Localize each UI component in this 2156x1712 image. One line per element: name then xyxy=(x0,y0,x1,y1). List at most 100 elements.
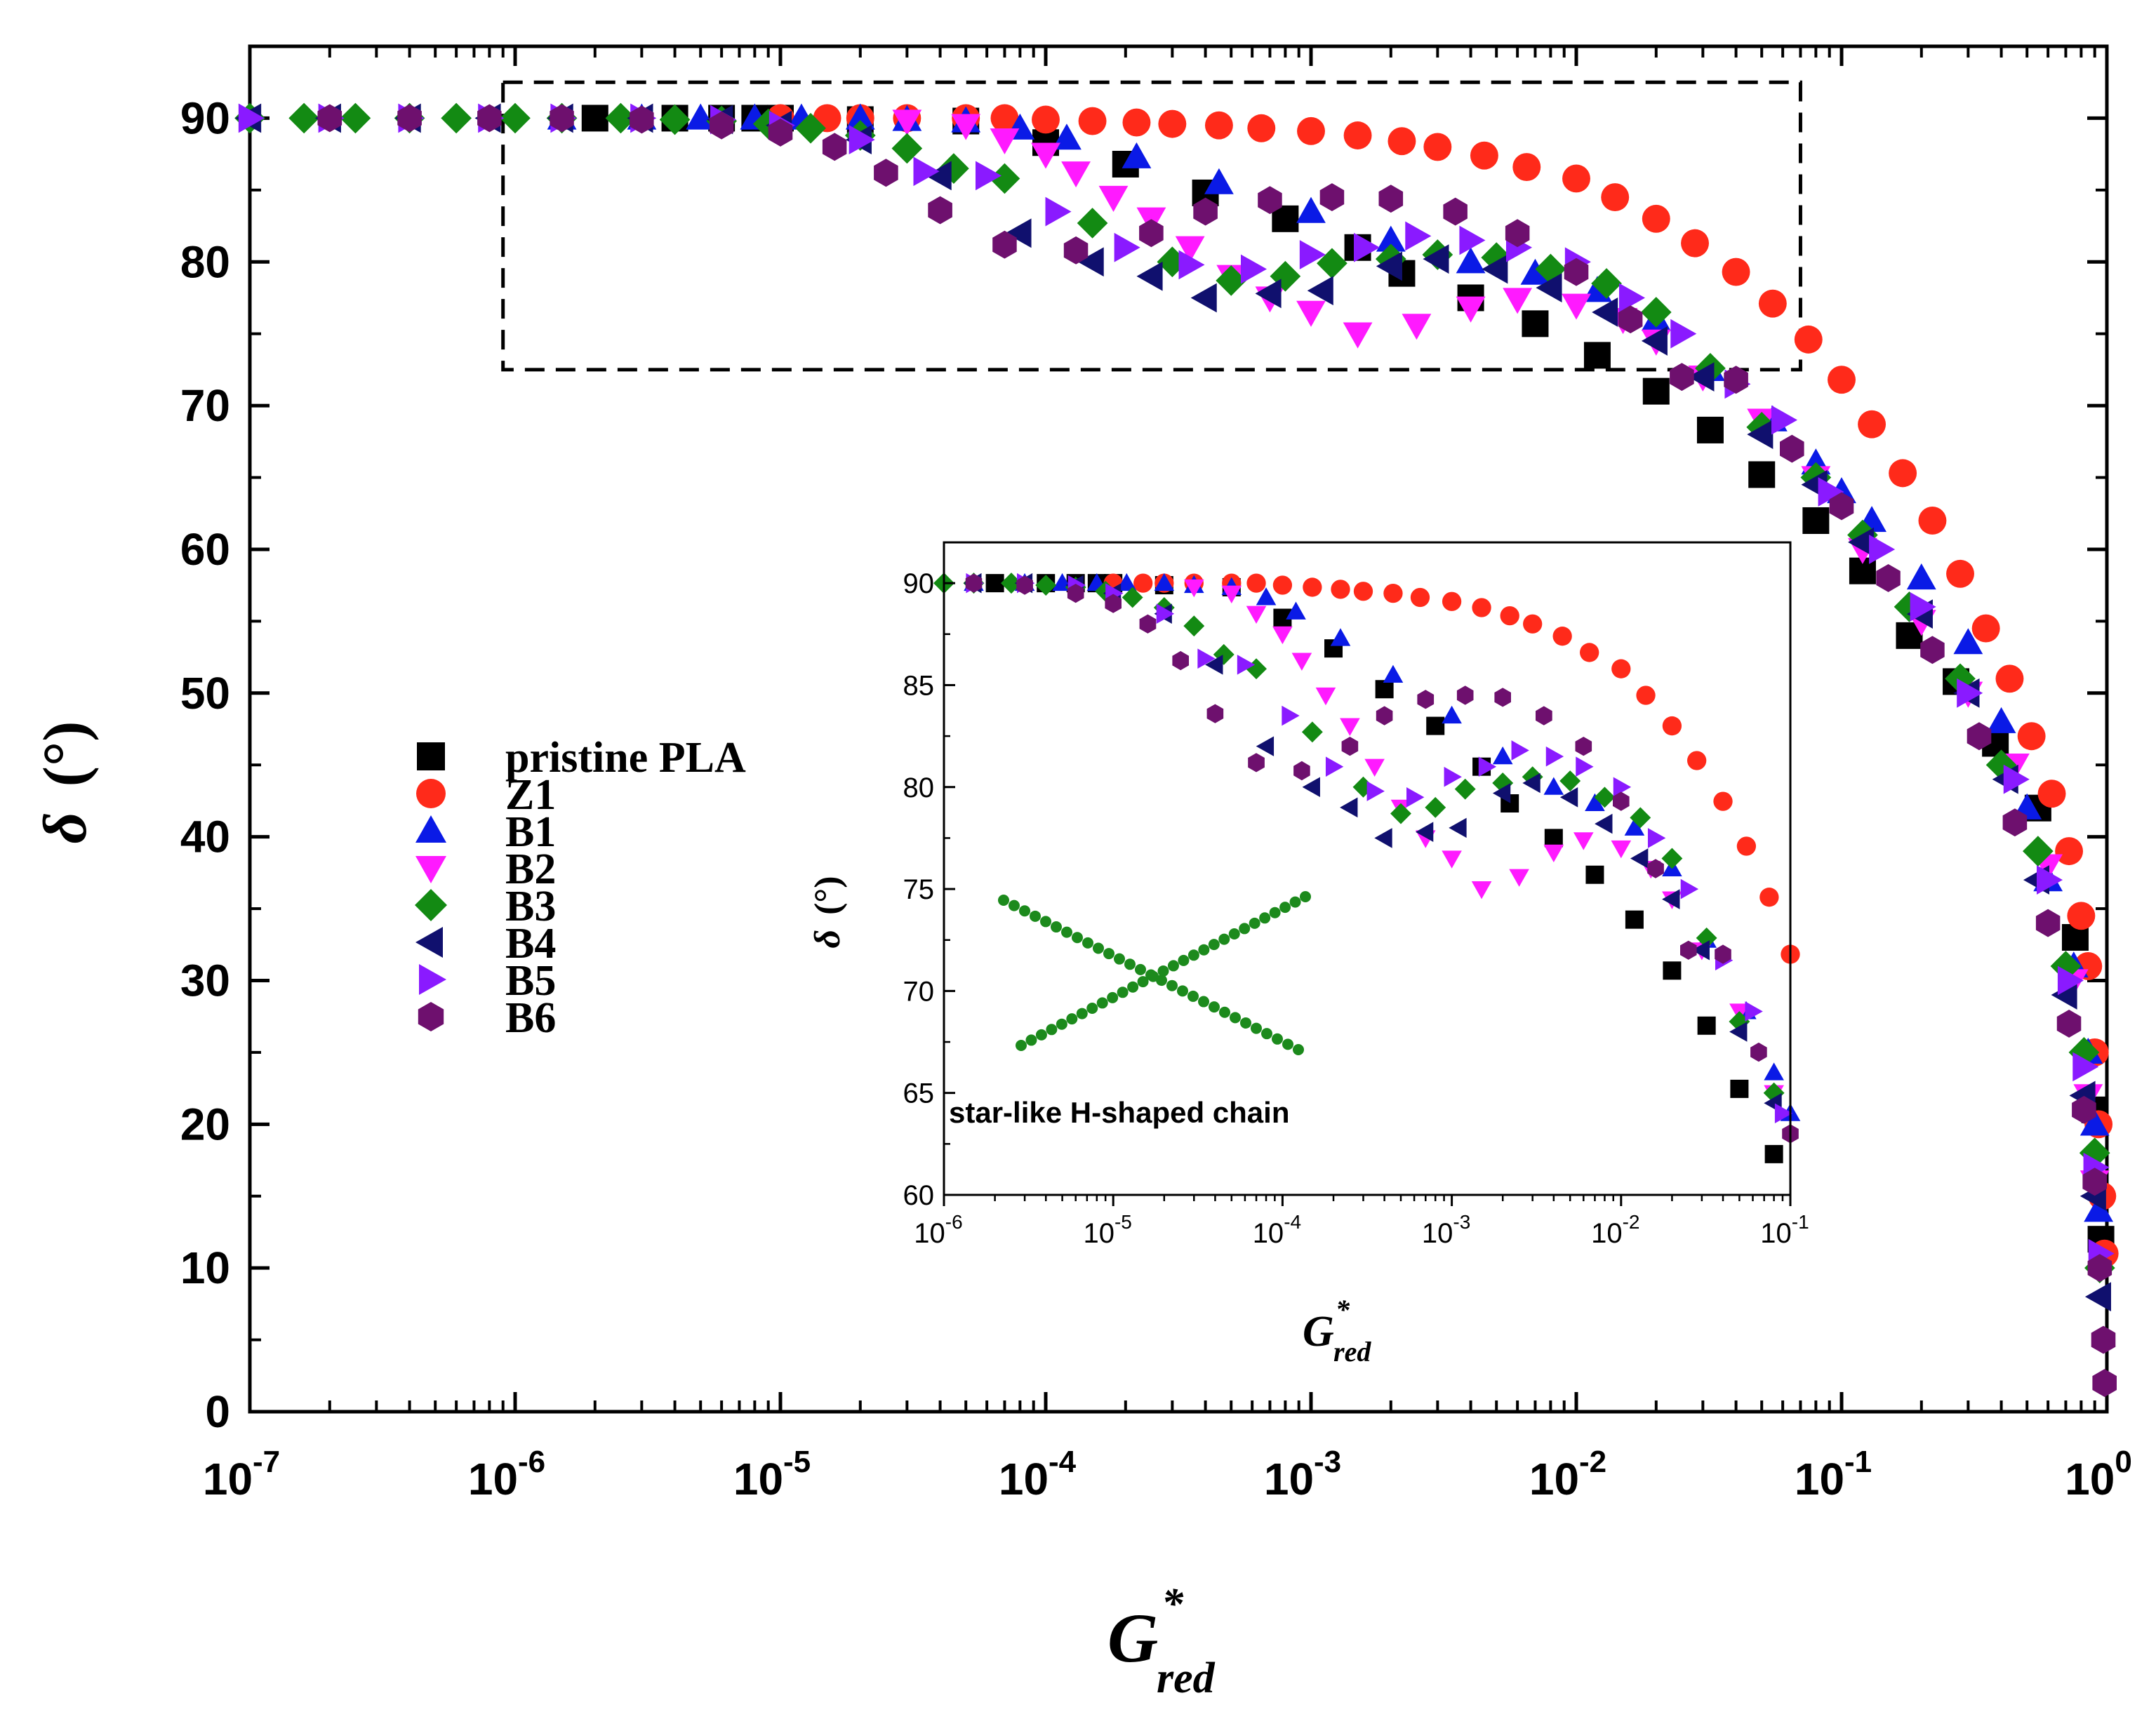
data-point xyxy=(1340,718,1360,736)
glyph-dot xyxy=(1093,942,1104,954)
main-x-tick-label: 10-6 xyxy=(468,1445,545,1504)
data-point xyxy=(1136,261,1163,291)
data-point xyxy=(1256,736,1275,756)
data-point xyxy=(913,156,940,187)
data-point xyxy=(1178,250,1205,280)
data-point xyxy=(1216,265,1247,296)
data-point xyxy=(1869,535,1896,564)
inset-y-tick-label: 85 xyxy=(903,670,935,701)
data-point xyxy=(1500,606,1519,626)
data-point xyxy=(992,230,1017,259)
data-point xyxy=(2002,808,2028,837)
data-point xyxy=(1492,772,1514,794)
data-point xyxy=(1592,297,1618,327)
data-point xyxy=(1157,246,1188,278)
inset-x-tick-base: 10 xyxy=(914,1218,945,1249)
data-point xyxy=(965,573,983,593)
main-series-b6 xyxy=(317,104,2117,1397)
data-point xyxy=(1116,573,1137,591)
data-point xyxy=(1031,142,1060,169)
main-x-tick-base: 10 xyxy=(203,1454,253,1504)
inset-x-tick-label: 10-5 xyxy=(1083,1211,1131,1249)
data-point xyxy=(1523,614,1543,634)
data-point xyxy=(477,104,502,133)
legend-label: B5 xyxy=(505,957,556,1005)
data-point xyxy=(1449,817,1467,838)
data-point xyxy=(1670,363,1694,392)
main-y-tick-label: 0 xyxy=(205,1386,230,1437)
legend-entry: B5 xyxy=(419,957,556,1005)
main-plot-frame xyxy=(248,44,2109,1414)
legend-marker xyxy=(415,927,443,958)
data-point xyxy=(1317,248,1348,279)
data-point xyxy=(951,114,981,140)
data-point xyxy=(1953,628,1983,655)
data-point xyxy=(1818,477,1844,507)
inset-series-b2 xyxy=(1183,579,1784,1103)
data-point xyxy=(2080,1109,2110,1136)
data-point xyxy=(990,104,1019,133)
glyph-dot xyxy=(1167,960,1179,972)
main-x-tick-exp: -7 xyxy=(253,1445,280,1479)
data-point xyxy=(1378,185,1404,213)
glyph-dot xyxy=(1066,1013,1078,1025)
data-point xyxy=(1545,746,1564,767)
star-like-h-shaped-chain-glyph xyxy=(998,891,1311,1055)
data-point xyxy=(1552,627,1572,646)
data-point xyxy=(2057,965,2084,996)
data-point xyxy=(581,105,608,132)
data-point xyxy=(1301,721,1323,743)
data-point xyxy=(1470,141,1498,170)
legend-marker xyxy=(415,815,446,843)
inset-ylabel-unit: (°) xyxy=(808,876,848,914)
glyph-dot xyxy=(1107,991,1119,1003)
data-point xyxy=(1536,706,1552,725)
data-point xyxy=(1512,153,1541,182)
inset-series-layer xyxy=(933,573,1801,1163)
data-point xyxy=(990,128,1020,155)
data-point xyxy=(1829,492,1854,521)
data-point xyxy=(1594,787,1616,808)
inset-x-axis-label: G * red xyxy=(1303,1294,1371,1367)
data-point xyxy=(1286,601,1306,620)
main-x-tick-base: 10 xyxy=(1529,1454,1579,1504)
inset-x-tick-label: 10-2 xyxy=(1591,1211,1639,1249)
inset-x-tick-base: 10 xyxy=(1253,1218,1284,1249)
data-point xyxy=(1522,766,1543,788)
glyph-dot xyxy=(998,895,1009,906)
inset-y-tick-label: 60 xyxy=(903,1180,935,1211)
data-point xyxy=(1828,366,1856,394)
data-point xyxy=(1918,507,1947,535)
inset-annotation: star-like H-shaped chain xyxy=(949,1096,1289,1129)
data-point xyxy=(1889,459,1917,488)
glyph-dot xyxy=(1198,996,1209,1008)
data-point xyxy=(1625,910,1644,929)
data-point xyxy=(1601,183,1630,212)
main-xlabel-main: G xyxy=(1107,1599,1158,1677)
data-point xyxy=(2084,1282,2111,1312)
inset-x-tick-label: 10-6 xyxy=(914,1211,962,1249)
data-point xyxy=(1204,168,1234,194)
glyph-dot xyxy=(1261,1028,1272,1040)
inset-y-tick-label: 80 xyxy=(903,773,935,803)
main-y-tick-label: 70 xyxy=(180,380,230,431)
data-point xyxy=(1105,594,1122,613)
inset-xlabel-sup: * xyxy=(1336,1294,1350,1325)
data-point xyxy=(1478,756,1497,777)
glyph-dot xyxy=(1300,891,1311,902)
main-x-tick-exp: -3 xyxy=(1314,1445,1341,1479)
data-point xyxy=(1406,787,1425,808)
data-point xyxy=(1204,111,1233,140)
data-point xyxy=(1303,577,1322,597)
data-point xyxy=(1736,836,1757,856)
data-point xyxy=(1237,655,1256,675)
glyph-dot xyxy=(1076,1008,1088,1019)
glyph-dot xyxy=(1147,970,1159,982)
data-point xyxy=(1456,247,1486,274)
data-point xyxy=(1423,244,1449,274)
data-point xyxy=(1681,229,1709,258)
main-y-axis-label: δ (°) xyxy=(32,721,100,844)
data-point xyxy=(1543,844,1564,863)
data-point xyxy=(1122,108,1151,137)
